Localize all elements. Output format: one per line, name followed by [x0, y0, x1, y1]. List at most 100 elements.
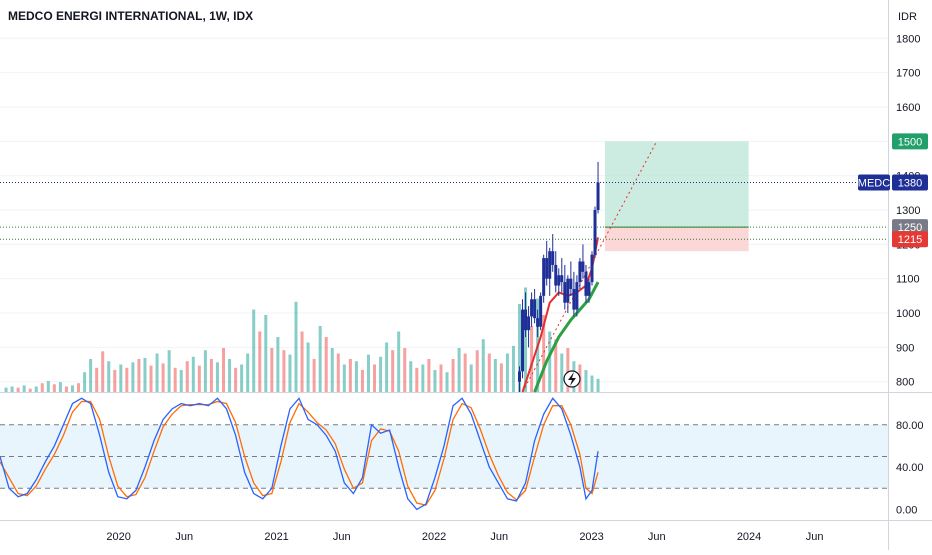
- volume-bar: [28, 388, 32, 392]
- volume-bar: [511, 345, 515, 392]
- volume-bar: [493, 359, 497, 392]
- candles[interactable]: [518, 161, 600, 392]
- volume-bar: [64, 386, 68, 392]
- volume-bar: [385, 342, 389, 392]
- volume-bar: [191, 356, 195, 392]
- volume-bar: [475, 350, 479, 392]
- volume-bar: [258, 331, 262, 392]
- volume-bar: [366, 354, 370, 392]
- entry-price-badge-bg: [892, 219, 928, 236]
- time-tick-label: 2022: [422, 531, 446, 543]
- volume-bar: [294, 301, 298, 392]
- time-tick-label: Jun: [648, 531, 666, 543]
- target-price-badge-bg: [892, 133, 928, 150]
- volume-bar: [34, 386, 38, 392]
- volume-bar: [548, 331, 552, 392]
- volume-bar: [445, 372, 449, 392]
- price-tick-label: 1000: [896, 308, 920, 320]
- volume-bar: [499, 363, 503, 392]
- trend-line: [522, 141, 658, 393]
- volume-bar: [505, 353, 509, 392]
- candle-body: [584, 271, 588, 296]
- volume-bar: [518, 304, 522, 392]
- volume-bar: [542, 315, 546, 392]
- price-level-lines: [0, 182, 888, 240]
- volume-bar: [58, 382, 62, 392]
- volume-bar: [264, 315, 268, 392]
- volume-bar: [52, 384, 56, 392]
- lightning-icon[interactable]: [563, 370, 581, 388]
- volume-bar: [421, 364, 425, 392]
- candle-body: [569, 278, 573, 289]
- axes: 1800170016001500140013001200110010009008…: [106, 33, 928, 543]
- volume-bar: [524, 287, 528, 392]
- stoch-k-line: [0, 397, 599, 511]
- volume-bar: [131, 362, 135, 392]
- volume-bar: [40, 383, 44, 392]
- candle-body: [572, 288, 576, 310]
- volume-bar: [487, 353, 491, 392]
- candle-body: [590, 254, 594, 283]
- volume-bar: [379, 356, 383, 392]
- volume-bar: [77, 383, 81, 392]
- volume-bar: [46, 381, 50, 392]
- volume-bar: [179, 370, 183, 392]
- volume-bar: [481, 339, 485, 392]
- volume-bar: [10, 386, 14, 392]
- volume-bar: [433, 370, 437, 392]
- time-tick-label: Jun: [806, 531, 824, 543]
- volume-bar: [149, 365, 153, 392]
- volume-bar: [288, 354, 292, 392]
- volume-bar: [161, 363, 165, 392]
- volume-bar: [469, 364, 473, 392]
- price-tick-label: 900: [896, 342, 914, 354]
- candle-body: [563, 282, 567, 303]
- last-price-badge: 1380: [898, 178, 922, 190]
- volume-bar: [240, 364, 244, 392]
- volume-bar: [451, 359, 455, 392]
- candle-body: [521, 309, 525, 372]
- time-tick-label: 2020: [106, 531, 130, 543]
- candle-body: [596, 182, 600, 210]
- volume-bar: [312, 359, 316, 392]
- last-price-badge-bg: [892, 174, 928, 191]
- candle-body: [539, 295, 543, 327]
- volume-bar: [342, 364, 346, 392]
- price-tick-label: 800: [896, 377, 914, 389]
- stop-price-badge: 1215: [898, 234, 922, 246]
- ema-red-line: [521, 237, 600, 393]
- volume-bar: [554, 339, 558, 392]
- osc-tick-label: 80.00: [896, 420, 924, 432]
- volume-bar: [89, 359, 93, 392]
- volume-bar: [125, 367, 129, 392]
- volume-bar: [596, 378, 600, 392]
- volume-bar: [215, 362, 219, 392]
- volume-bar: [4, 387, 8, 392]
- symbol-badge: MEDC: [858, 178, 890, 190]
- time-tick-label: 2021: [264, 531, 288, 543]
- time-tick-label: 2023: [579, 531, 603, 543]
- candle-body: [593, 210, 597, 255]
- volume-bar: [530, 326, 534, 392]
- volume-bar: [107, 361, 111, 392]
- volume-bar: [415, 367, 419, 392]
- entry-price-badge: 1250: [898, 222, 922, 234]
- volume-bar: [95, 367, 99, 392]
- volume-bar: [83, 372, 87, 392]
- candle-body: [545, 258, 549, 279]
- volume-bar: [234, 367, 238, 392]
- candle-body: [581, 261, 585, 272]
- volume-bar: [306, 342, 310, 392]
- volume-bar: [457, 348, 461, 392]
- candle-body: [533, 299, 537, 319]
- price-tick-label: 1100: [896, 274, 920, 286]
- volume-bar: [252, 309, 256, 392]
- volume-bar: [330, 348, 334, 392]
- candle-body: [527, 316, 531, 331]
- volume-bar: [222, 348, 226, 392]
- candle-body: [557, 275, 561, 286]
- long-position-tool[interactable]: [522, 141, 749, 393]
